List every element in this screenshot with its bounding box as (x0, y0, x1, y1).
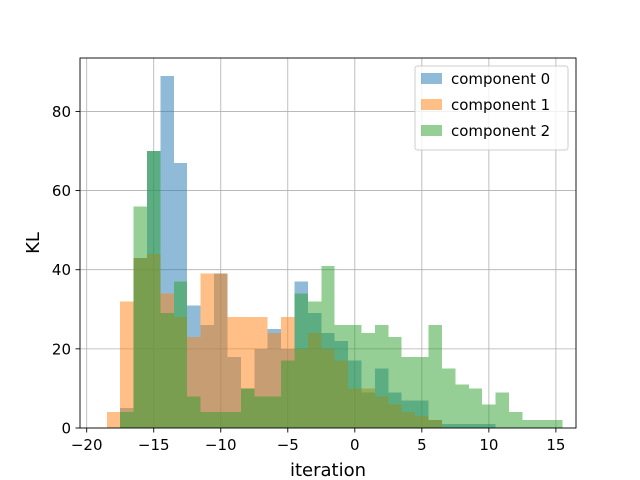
histogram-bar (200, 273, 215, 428)
histogram-bar (133, 206, 148, 428)
histogram-bar (147, 150, 161, 428)
histogram-bar (200, 412, 215, 428)
y-tick-label: 60 (52, 182, 71, 200)
histogram-bar (307, 301, 322, 428)
histogram-bar (495, 392, 509, 428)
histogram-bar (415, 356, 429, 428)
histogram-bars (106, 75, 563, 428)
legend-box (414, 65, 569, 151)
histogram-bar (468, 388, 483, 428)
x-tick-label: 15 (546, 436, 565, 454)
plot-frame (79, 57, 577, 429)
histogram-bar (254, 396, 268, 428)
series-2-bars (120, 150, 563, 428)
legend-label: component 0 (451, 70, 550, 88)
histogram-bar (160, 313, 174, 428)
histogram-bar (374, 325, 389, 428)
y-tick-label: 20 (52, 340, 71, 358)
histogram-bar (428, 325, 442, 428)
legend-swatch (421, 73, 442, 84)
x-tick-label: 5 (417, 436, 427, 454)
histogram-bar (267, 396, 282, 428)
x-tick-label: −15 (138, 436, 170, 454)
legend-label: component 2 (451, 122, 550, 140)
x-tick-label: −5 (277, 436, 299, 454)
histogram-bar (549, 420, 563, 428)
histogram-bar (455, 384, 469, 428)
histogram-bar (214, 412, 228, 428)
histogram-bar (522, 420, 536, 428)
x-tick-label: 10 (479, 436, 498, 454)
histogram-bar (441, 368, 456, 428)
histogram-bar (120, 412, 134, 428)
histogram-bar (508, 412, 523, 428)
histogram-bar (482, 404, 496, 428)
legend-swatch (421, 99, 442, 110)
histogram-bar (120, 301, 134, 428)
histogram-bar (240, 388, 255, 428)
histogram-bar (227, 412, 241, 428)
histogram-bar (361, 333, 375, 428)
x-tick-label: −10 (205, 436, 237, 454)
histogram-bar (401, 356, 416, 428)
histogram-bar (535, 420, 550, 428)
y-tick-label: 80 (52, 103, 71, 121)
legend-label: component 1 (451, 96, 550, 114)
histogram-bar (348, 325, 362, 428)
histogram-bar (214, 273, 228, 428)
histogram-bar (321, 265, 335, 428)
histogram-bar (334, 325, 349, 428)
histogram-bar (187, 396, 201, 428)
legend: component 0 component 1 component 2 (414, 65, 569, 151)
y-axis-label: KL (23, 232, 44, 254)
histogram-bar (281, 360, 295, 428)
histogram-bar (106, 412, 121, 428)
y-tick-label: 0 (61, 420, 71, 438)
x-tick-label: −20 (71, 436, 103, 454)
x-axis-ticks: −20 −15 −10 −5 0 5 10 15 (71, 428, 565, 454)
x-axis-label: iteration (290, 460, 366, 480)
y-tick-label: 40 (52, 261, 71, 279)
x-tick-label: 0 (350, 436, 360, 454)
legend-swatch (421, 125, 442, 136)
y-axis-ticks: 0 20 40 60 80 (52, 103, 80, 438)
histogram-bar (227, 317, 241, 428)
histogram-bar (388, 336, 402, 428)
histogram-bar (294, 293, 308, 428)
histogram-bar (173, 281, 188, 428)
